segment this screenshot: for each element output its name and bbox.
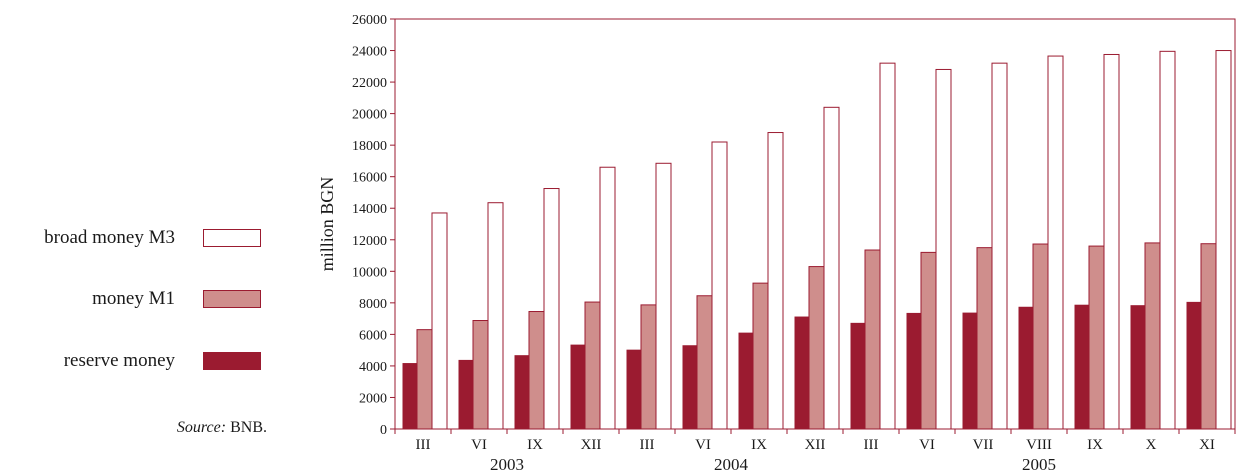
bar-reserve-11 bbox=[1018, 306, 1035, 430]
legend-item-reserve: reserve money bbox=[0, 350, 270, 374]
legend-swatch-m1 bbox=[203, 290, 261, 308]
x-tick-label-6: IX bbox=[751, 437, 767, 453]
bar-reserve-14 bbox=[1186, 301, 1203, 430]
y-tick-label-24000: 24000 bbox=[352, 45, 387, 60]
bars-layer bbox=[402, 50, 1232, 430]
x-tick-label-8: III bbox=[864, 437, 879, 453]
bar-m3-6 bbox=[767, 132, 784, 430]
y-tick-label-14000: 14000 bbox=[352, 202, 387, 217]
bar-m1-9 bbox=[920, 251, 937, 430]
bar-m3-5 bbox=[711, 141, 728, 430]
legend-swatch-m3 bbox=[203, 229, 261, 247]
bar-m3-8 bbox=[879, 62, 896, 430]
x-tick-label-4: III bbox=[640, 437, 655, 453]
bar-m1-2 bbox=[528, 311, 545, 430]
x-tick-label-0: III bbox=[416, 437, 431, 453]
bar-m1-8 bbox=[864, 249, 881, 430]
bar-m3-11 bbox=[1047, 55, 1064, 430]
legend-item-m1: money M1 bbox=[0, 288, 270, 312]
bar-reserve-0 bbox=[402, 363, 419, 430]
bar-reserve-8 bbox=[850, 322, 867, 430]
bar-reserve-7 bbox=[794, 316, 811, 430]
bar-m1-0 bbox=[416, 329, 433, 430]
bar-reserve-12 bbox=[1074, 304, 1091, 430]
legend-item-m3: broad money M3 bbox=[0, 227, 270, 251]
bar-reserve-1 bbox=[458, 359, 475, 430]
bar-m3-0 bbox=[431, 212, 448, 430]
bar-m3-14 bbox=[1215, 50, 1232, 430]
x-tick-label-11: VIII bbox=[1026, 437, 1052, 453]
plot-frame bbox=[394, 18, 1236, 430]
bar-reserve-3 bbox=[570, 344, 587, 430]
bar-m3-2 bbox=[543, 188, 560, 430]
bar-m1-6 bbox=[752, 282, 769, 430]
x-tick-label-13: X bbox=[1146, 437, 1157, 453]
year-label-2005: 2005 bbox=[1022, 455, 1056, 474]
y-tick-label-4000: 4000 bbox=[359, 360, 387, 375]
bar-reserve-4 bbox=[626, 349, 643, 430]
bar-m1-3 bbox=[584, 301, 601, 430]
legend-label-m1: money M1 bbox=[92, 288, 175, 309]
x-tick-label-5: VI bbox=[695, 437, 711, 453]
y-tick-label-6000: 6000 bbox=[359, 328, 387, 343]
legend-swatch-reserve bbox=[203, 352, 261, 370]
x-tick-label-10: VII bbox=[973, 437, 994, 453]
bar-m3-7 bbox=[823, 106, 840, 430]
x-tick-label-7: XII bbox=[805, 437, 826, 453]
bar-reserve-13 bbox=[1130, 305, 1147, 430]
source-note: Source: BNB. bbox=[177, 419, 267, 437]
y-tick-label-10000: 10000 bbox=[352, 265, 387, 280]
bar-m3-1 bbox=[487, 202, 504, 430]
bar-m1-1 bbox=[472, 320, 489, 430]
x-tick-label-9: VI bbox=[919, 437, 935, 453]
y-tick-label-8000: 8000 bbox=[359, 297, 387, 312]
bar-reserve-5 bbox=[682, 345, 699, 430]
source-value: BNB. bbox=[230, 419, 267, 436]
y-tick-label-16000: 16000 bbox=[352, 171, 387, 186]
y-tick-label-20000: 20000 bbox=[352, 108, 387, 123]
bar-m1-13 bbox=[1144, 242, 1161, 430]
bar-m3-10 bbox=[991, 62, 1008, 430]
bar-m1-11 bbox=[1032, 243, 1049, 430]
bar-reserve-6 bbox=[738, 332, 755, 430]
x-tick-label-1: VI bbox=[471, 437, 487, 453]
bar-m3-3 bbox=[599, 166, 616, 430]
legend-label-reserve: reserve money bbox=[63, 350, 175, 371]
bar-m1-12 bbox=[1088, 245, 1105, 430]
bar-m1-10 bbox=[976, 247, 993, 430]
y-tick-label-2000: 2000 bbox=[359, 391, 387, 406]
y-axis-label: million BGN bbox=[317, 177, 337, 272]
bar-m3-12 bbox=[1103, 53, 1120, 430]
bar-m1-7 bbox=[808, 266, 825, 430]
y-tick-label-26000: 26000 bbox=[352, 13, 387, 28]
bar-m3-4 bbox=[655, 162, 672, 430]
bar-reserve-9 bbox=[906, 312, 923, 430]
x-tick-label-2: IX bbox=[527, 437, 543, 453]
y-tick-label-22000: 22000 bbox=[352, 76, 387, 91]
bar-m3-9 bbox=[935, 68, 952, 430]
bar-m1-4 bbox=[640, 304, 657, 430]
year-label-2003: 2003 bbox=[490, 455, 524, 474]
year-label-2004: 2004 bbox=[714, 455, 749, 474]
legend-label-m3: broad money M3 bbox=[44, 227, 175, 248]
y-tick-label-12000: 12000 bbox=[352, 234, 387, 249]
x-tick-label-12: IX bbox=[1087, 437, 1103, 453]
bar-m1-14 bbox=[1200, 243, 1217, 430]
x-axis: III VI IX XII III VI IX XII III VI VII VIII IX X XI 200… bbox=[394, 429, 1236, 474]
x-tick-label-3: XII bbox=[581, 437, 602, 453]
y-tick-label-18000: 18000 bbox=[352, 139, 387, 154]
bar-reserve-2 bbox=[514, 355, 531, 430]
y-axis: 0 2000 4000 6000 8000 10000 12000 14000 16000 180… bbox=[352, 13, 395, 438]
bar-m3-13 bbox=[1159, 50, 1176, 430]
y-tick-label-0: 0 bbox=[380, 423, 387, 438]
bar-m1-5 bbox=[696, 295, 713, 430]
x-tick-label-14: XI bbox=[1199, 437, 1215, 453]
bar-reserve-10 bbox=[962, 312, 979, 430]
source-label: Source: bbox=[176, 419, 227, 436]
